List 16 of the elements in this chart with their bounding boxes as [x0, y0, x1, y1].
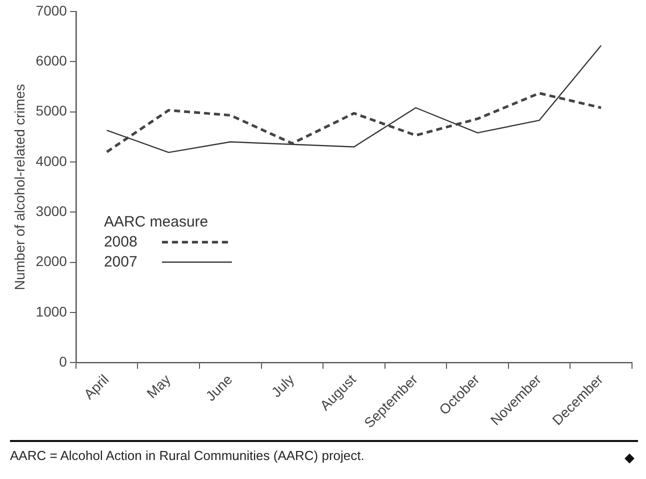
legend-label: 2008: [104, 233, 138, 250]
x-tick-label: July: [268, 371, 298, 400]
y-axis-title: Number of alcohol-related crimes: [11, 84, 28, 290]
y-tick-label: 3000: [36, 203, 68, 219]
text: AARC = Alcohol Action in Rural Communities (AARC) project.: [10, 448, 364, 463]
y-tick-label: 6000: [36, 52, 68, 68]
legend-label: 2007: [104, 253, 138, 270]
line-series: [106, 92, 602, 154]
y-tick-label: 7000: [36, 2, 68, 18]
x-tick-label: May: [143, 371, 174, 402]
y-tick-label: 1000: [36, 303, 68, 320]
y-tick-label: 4000: [36, 152, 68, 169]
y-tick-label: 2000: [36, 253, 68, 270]
y-tick-label: 0: [59, 354, 68, 370]
y-tick-label: 5000: [36, 102, 68, 119]
legend-title: AARC measure: [104, 213, 208, 230]
